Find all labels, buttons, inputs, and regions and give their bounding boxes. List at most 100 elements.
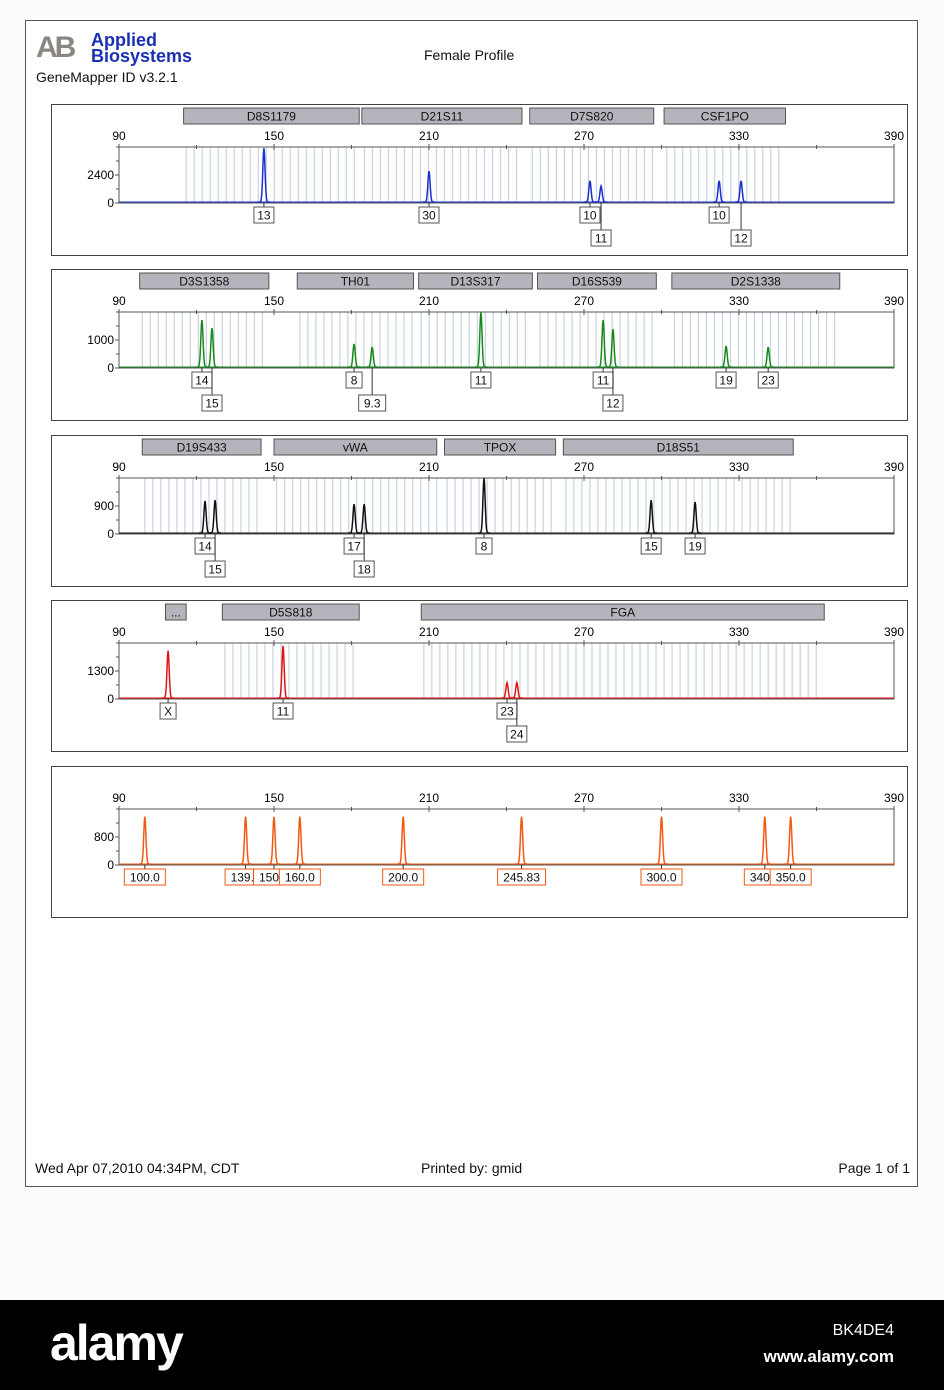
locus-bar[interactable] (418, 272, 533, 290)
peak[interactable] (689, 501, 702, 534)
locus-bar[interactable] (139, 272, 270, 290)
locus-bar[interactable] (529, 107, 655, 125)
locus-bar[interactable] (537, 272, 657, 290)
locus-bar[interactable] (444, 438, 557, 456)
peak[interactable] (239, 816, 252, 865)
locus-bar[interactable] (296, 272, 414, 290)
locus-bar[interactable] (562, 438, 794, 456)
allele-label-box[interactable] (590, 229, 612, 247)
peak[interactable] (195, 320, 208, 368)
peak[interactable] (293, 816, 306, 865)
x-tick-label: 150 (264, 625, 284, 639)
peak[interactable] (162, 650, 175, 699)
x-tick-label: 390 (884, 460, 904, 474)
locus-name: CSF1PO (701, 110, 749, 124)
x-tick-label: 270 (574, 129, 594, 143)
allele-label-box[interactable] (201, 394, 223, 412)
peak[interactable] (348, 343, 361, 368)
allele-label-box[interactable] (475, 537, 493, 555)
peak[interactable] (595, 183, 608, 203)
allele-label-box[interactable] (272, 702, 294, 720)
allele-label-box[interactable] (579, 206, 601, 224)
allele-label-box[interactable] (602, 394, 624, 412)
peak[interactable] (277, 645, 290, 699)
peak[interactable] (267, 816, 281, 865)
allele-label-box[interactable] (684, 537, 706, 555)
allele-label-box[interactable] (123, 868, 166, 886)
locus-bar[interactable] (183, 107, 360, 125)
allele-label-box[interactable] (708, 206, 730, 224)
allele-label-box[interactable] (204, 560, 226, 578)
peak[interactable] (515, 816, 528, 865)
allele-label: 15 (644, 540, 658, 554)
plot-frame (118, 808, 895, 866)
allele-label-box[interactable] (253, 206, 275, 224)
peak[interactable] (713, 180, 726, 203)
peak[interactable] (655, 816, 668, 865)
peak[interactable] (138, 816, 151, 865)
x-tick-label: 210 (419, 625, 439, 639)
watermark-logo: alamy (50, 1315, 184, 1371)
locus-bar[interactable] (221, 603, 360, 621)
peak[interactable] (205, 327, 219, 368)
allele-label-box[interactable] (769, 868, 812, 886)
x-tick-label: 150 (264, 129, 284, 143)
peak[interactable] (366, 346, 379, 368)
peak[interactable] (501, 680, 514, 699)
peak[interactable] (606, 328, 619, 368)
locus-bar[interactable] (420, 603, 825, 621)
peak[interactable] (474, 311, 487, 368)
peak[interactable] (422, 170, 436, 203)
y-tick-label: 2400 (87, 168, 114, 182)
peak[interactable] (257, 148, 270, 203)
locus-name: D8S1179 (247, 110, 296, 124)
peak[interactable] (209, 499, 222, 534)
locus-bar[interactable] (671, 272, 841, 290)
allele-label-box[interactable] (506, 725, 528, 743)
peak[interactable] (348, 504, 361, 534)
allele-label-box[interactable] (640, 868, 683, 886)
x-tick-label: 390 (884, 129, 904, 143)
peak[interactable] (397, 816, 410, 865)
peak[interactable] (597, 320, 610, 368)
allele-label-box[interactable] (418, 206, 440, 224)
locus-name: TPOX (484, 441, 517, 455)
y-tick-label: 0 (107, 858, 114, 872)
peak[interactable] (199, 500, 212, 534)
locus-bar[interactable] (361, 107, 523, 125)
peak[interactable] (784, 816, 797, 865)
x-tick-label: 270 (574, 294, 594, 308)
y-tick-label: 0 (107, 361, 114, 375)
allele-label-box[interactable] (730, 229, 752, 247)
allele-label-box[interactable] (353, 560, 375, 578)
peak[interactable] (358, 504, 371, 534)
allele-label-box[interactable] (640, 537, 662, 555)
allele-label-box[interactable] (159, 702, 177, 720)
peak[interactable] (762, 346, 775, 368)
allele-label-box[interactable] (715, 371, 737, 389)
peak[interactable] (645, 499, 658, 534)
allele-label-box[interactable] (278, 868, 321, 886)
allele-label-box[interactable] (497, 868, 547, 886)
peak[interactable] (758, 816, 771, 865)
x-tick-label: 330 (729, 791, 749, 805)
panel-chart: D8S1179 D21S11 D7S820 CSF1PO 90 150 210 270 330 3… (87, 107, 904, 247)
peak[interactable] (510, 680, 523, 699)
locus-bar[interactable] (273, 438, 438, 456)
locus-bar[interactable] (663, 107, 786, 125)
peak[interactable] (735, 180, 748, 203)
locus-bar[interactable] (141, 438, 262, 456)
allele-label: 8 (351, 374, 358, 388)
allele-label-box[interactable] (470, 371, 492, 389)
allele-label: 12 (734, 232, 748, 246)
allele-label-box[interactable] (757, 371, 779, 389)
peak[interactable] (720, 345, 733, 368)
peak[interactable] (478, 477, 491, 534)
locus-bar[interactable] (165, 603, 187, 621)
peak[interactable] (583, 180, 596, 203)
allele-label-box[interactable] (358, 394, 387, 412)
allele-label-box[interactable] (382, 868, 425, 886)
allele-label-box[interactable] (345, 371, 363, 389)
locus-name: vWA (343, 441, 368, 455)
